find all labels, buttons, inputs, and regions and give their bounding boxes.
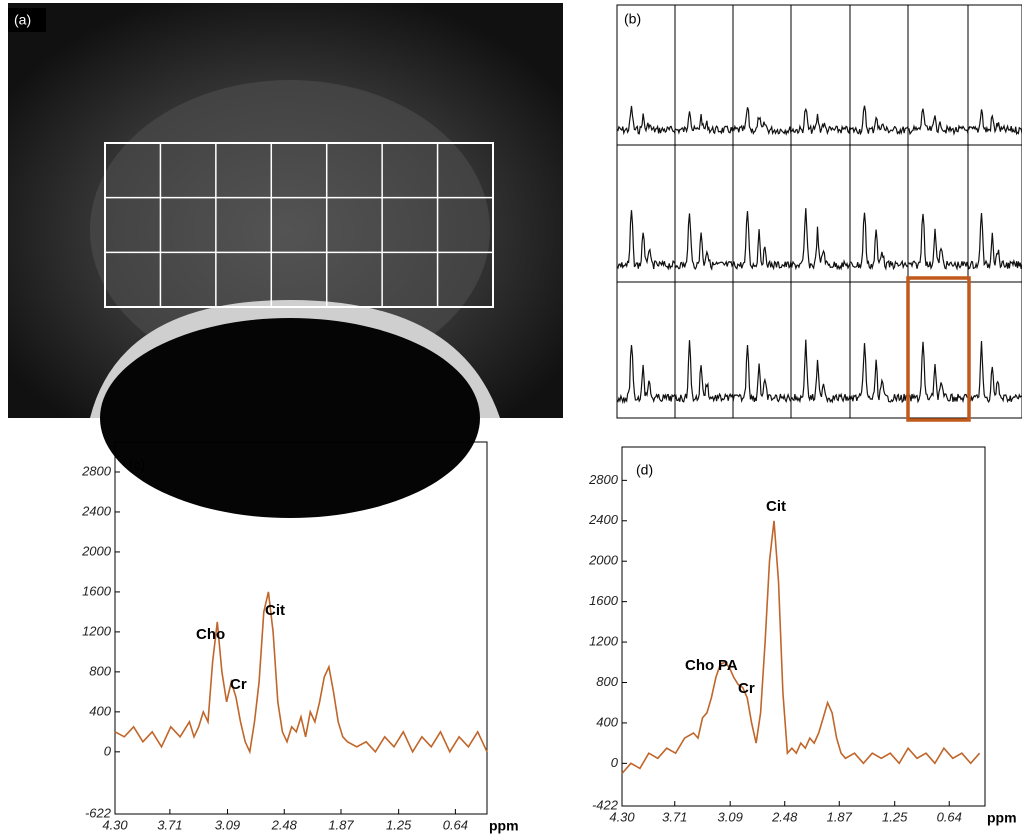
x-tick-label: 4.30 xyxy=(102,817,128,832)
peak-label: Cr xyxy=(738,680,755,697)
peak-label: Cit xyxy=(766,498,786,515)
label-bg xyxy=(8,8,46,32)
voxel-spectrum xyxy=(790,208,851,271)
voxel-spectrum xyxy=(849,105,909,136)
spectra-grid xyxy=(616,4,1022,419)
voxel-spectrum xyxy=(790,339,851,404)
x-tick-label: 3.09 xyxy=(718,809,743,824)
peak-label: Cho xyxy=(196,626,225,643)
spectra-charts: -622 0 400 800 1200 1600 2000 2400 2800 4.30 3.71 3… xyxy=(81,441,1017,834)
panel-label: (c) xyxy=(129,457,145,473)
peak-label: Cr xyxy=(230,676,247,693)
y-tick-label: 2400 xyxy=(81,503,112,518)
voxel-grid xyxy=(104,142,494,308)
x-tick-label: 3.09 xyxy=(215,817,240,832)
plot-frame xyxy=(621,446,986,807)
y-tick-label: -422 xyxy=(592,797,619,812)
x-tick-label: 4.30 xyxy=(609,809,635,824)
y-tick-label: 0 xyxy=(611,755,619,770)
voxel-spectrum xyxy=(616,210,676,271)
voxel-spectrum xyxy=(908,108,969,136)
panel-label: (b) xyxy=(624,11,641,27)
voxel-spectrum xyxy=(732,345,792,403)
voxel-spectrum xyxy=(674,213,734,271)
chart: -622 0 400 800 1200 1600 2000 2400 2800 4.30 3.71 3… xyxy=(81,441,519,834)
x-tick-label: 1.25 xyxy=(386,817,412,832)
peak-label: Cho xyxy=(685,657,714,674)
y-tick-label: 1600 xyxy=(589,593,619,608)
y-tick-label: 2800 xyxy=(588,472,619,487)
y-tick-label: 400 xyxy=(89,703,111,718)
panel-label: (d) xyxy=(636,462,653,478)
panel-label: (a) xyxy=(14,12,31,28)
voxel-spectrum xyxy=(967,109,1022,136)
voxel-grid-lines xyxy=(105,143,493,307)
voxel-spectrum xyxy=(907,213,969,271)
x-tick-label: 0.64 xyxy=(937,809,962,824)
voxel-spectrum xyxy=(967,212,1022,270)
y-tick-label: 1600 xyxy=(82,583,112,598)
x-tick-label: 3.71 xyxy=(157,817,182,832)
prostate xyxy=(90,80,490,380)
rectum xyxy=(100,318,480,518)
spectrum-line xyxy=(114,591,488,755)
panel-a: (a) xyxy=(8,3,563,518)
x-tick-label: 1.25 xyxy=(882,809,908,824)
y-tick-label: 2000 xyxy=(81,543,112,558)
y-tick-label: 0 xyxy=(104,743,112,758)
y-tick-label: 2000 xyxy=(588,553,619,568)
x-tick-label: 3.71 xyxy=(662,809,687,824)
x-axis-label: ppm xyxy=(987,810,1017,826)
y-tick-label: 2400 xyxy=(588,512,619,527)
selected-voxel xyxy=(906,276,971,422)
y-tick-label: -622 xyxy=(85,805,112,820)
y-tick-label: 1200 xyxy=(589,634,619,649)
voxel-spectrum xyxy=(674,111,734,135)
spectrum-line xyxy=(621,520,981,775)
plot-frame xyxy=(114,441,488,815)
chart: -422 0 400 800 1200 1600 2000 2400 2800 4.30 3.71 3… xyxy=(588,446,1017,826)
y-tick-label: 800 xyxy=(89,663,111,678)
voxel-spectrum xyxy=(967,340,1022,404)
peak-label: Cit xyxy=(265,602,285,619)
x-axis-label: ppm xyxy=(489,818,519,834)
voxel-spectrum xyxy=(849,343,909,404)
y-tick-label: 800 xyxy=(596,674,618,689)
x-tick-label: 1.87 xyxy=(827,809,853,824)
x-tick-label: 1.87 xyxy=(328,817,354,832)
voxel-spectrum xyxy=(907,341,969,404)
peak-label: PA xyxy=(718,657,738,674)
voxel-spectra xyxy=(616,105,1022,405)
x-tick-label: 2.48 xyxy=(271,817,298,832)
x-tick-label: 2.48 xyxy=(771,809,798,824)
y-tick-label: 2800 xyxy=(81,463,112,478)
voxel-spectrum xyxy=(732,107,792,136)
voxel-spectrum xyxy=(849,212,909,271)
y-tick-label: 400 xyxy=(596,714,618,729)
panel-b: (b) xyxy=(616,4,1022,422)
voxel-spectrum xyxy=(732,211,792,271)
voxel-spectrum xyxy=(616,105,676,136)
voxel-spectrum xyxy=(616,344,676,405)
x-tick-label: 0.64 xyxy=(443,817,468,832)
y-tick-label: 1200 xyxy=(82,623,112,638)
voxel-spectrum xyxy=(674,340,734,403)
voxel-spectrum xyxy=(790,107,851,136)
